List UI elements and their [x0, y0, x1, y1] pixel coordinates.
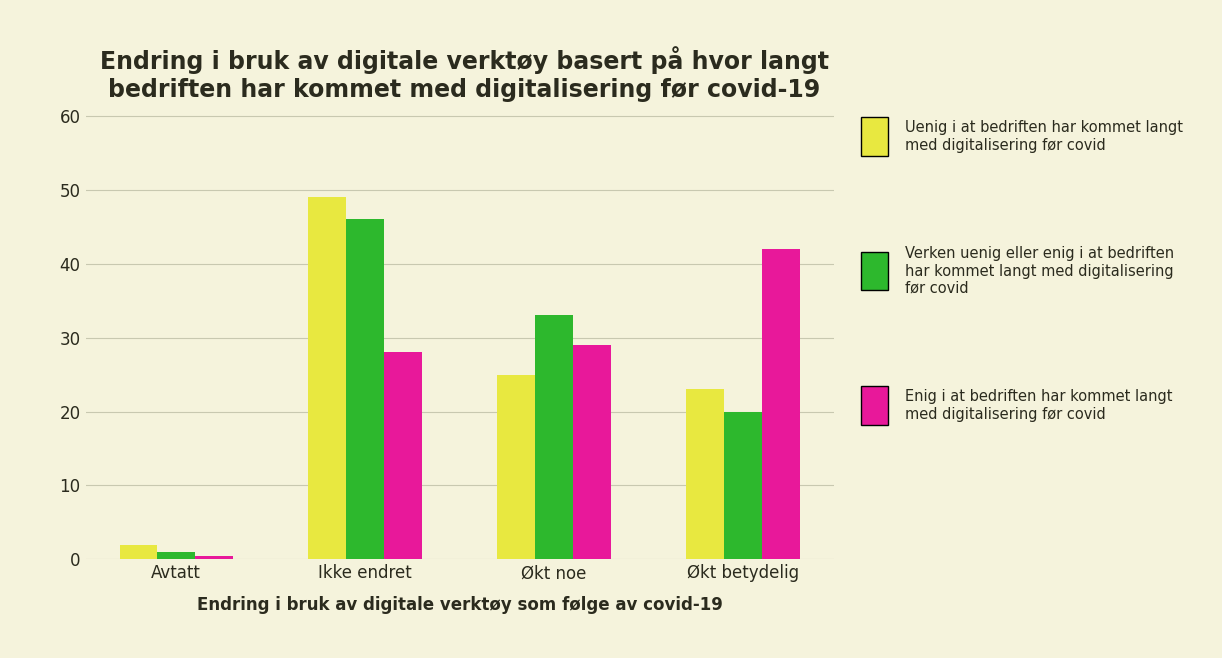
Text: Enig i at bedriften har kommet langt
med digitalisering før covid: Enig i at bedriften har kommet langt med… [904, 390, 1172, 422]
FancyBboxPatch shape [860, 117, 888, 156]
Bar [725, 411, 763, 559]
Bar [763, 249, 799, 559]
Bar [573, 345, 611, 559]
X-axis label: Endring i bruk av digitale verktøy som følge av covid-19: Endring i bruk av digitale verktøy som f… [197, 596, 722, 614]
Bar [346, 219, 384, 559]
Text: Verken uenig eller enig i at bedriften
har kommet langt med digitalisering
før c: Verken uenig eller enig i at bedriften h… [904, 246, 1174, 296]
FancyBboxPatch shape [860, 386, 888, 425]
Bar [196, 555, 233, 559]
FancyBboxPatch shape [860, 252, 888, 290]
Bar [687, 390, 725, 559]
Bar [384, 353, 422, 559]
Bar [308, 197, 346, 559]
Text: Uenig i at bedriften har kommet langt
med digitalisering før covid: Uenig i at bedriften har kommet langt me… [904, 120, 1183, 153]
Bar [120, 545, 158, 559]
Bar [158, 552, 196, 559]
Text: Endring i bruk av digitale verktøy basert på hvor langt
bedriften har kommet med: Endring i bruk av digitale verktøy baser… [100, 46, 829, 102]
Bar [497, 374, 535, 559]
Bar [535, 315, 573, 559]
